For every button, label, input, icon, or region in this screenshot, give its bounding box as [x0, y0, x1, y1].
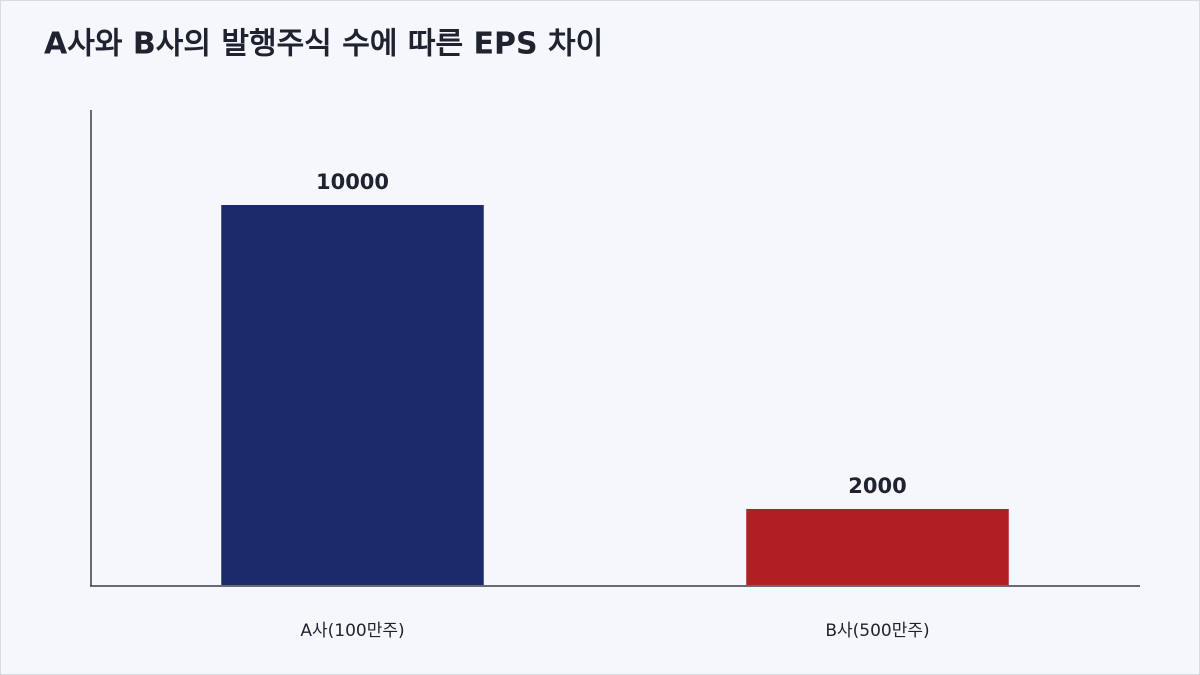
- data-label: 2000: [848, 474, 906, 498]
- bar: [221, 205, 484, 585]
- chart-title: A사와 B사의 발행주식 수에 따른 EPS 차이: [44, 27, 603, 62]
- data-label: 10000: [316, 170, 389, 194]
- x-tick-label: A사(100만주): [300, 621, 404, 641]
- x-tick-label: B사(500만주): [825, 621, 929, 641]
- bar: [746, 509, 1009, 585]
